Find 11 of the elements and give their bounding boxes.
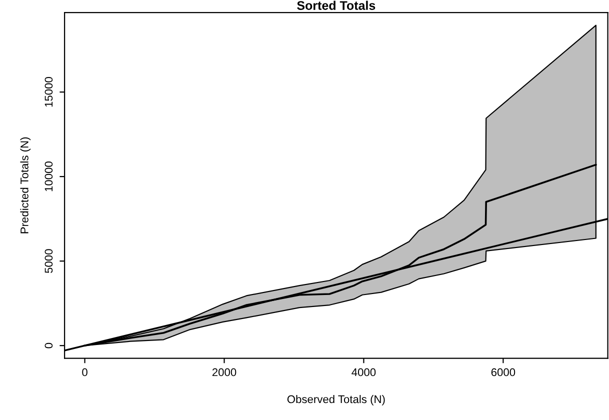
x-axis-title: Observed Totals (N) — [287, 395, 385, 406]
y-tick-label: 0 — [44, 342, 53, 348]
x-tick-label: 0 — [82, 368, 88, 376]
x-tick-label: 4000 — [352, 368, 376, 376]
chart-title: Sorted Totals — [297, 0, 376, 10]
y-axis-title: Predicted Totals (N) — [20, 137, 31, 234]
y-tick-label: 5000 — [44, 249, 53, 273]
x-tick-label: 2000 — [212, 368, 236, 376]
y-tick-label: 15000 — [44, 77, 53, 107]
x-tick-label: 6000 — [491, 368, 516, 376]
y-tick-label: 10000 — [44, 162, 53, 192]
